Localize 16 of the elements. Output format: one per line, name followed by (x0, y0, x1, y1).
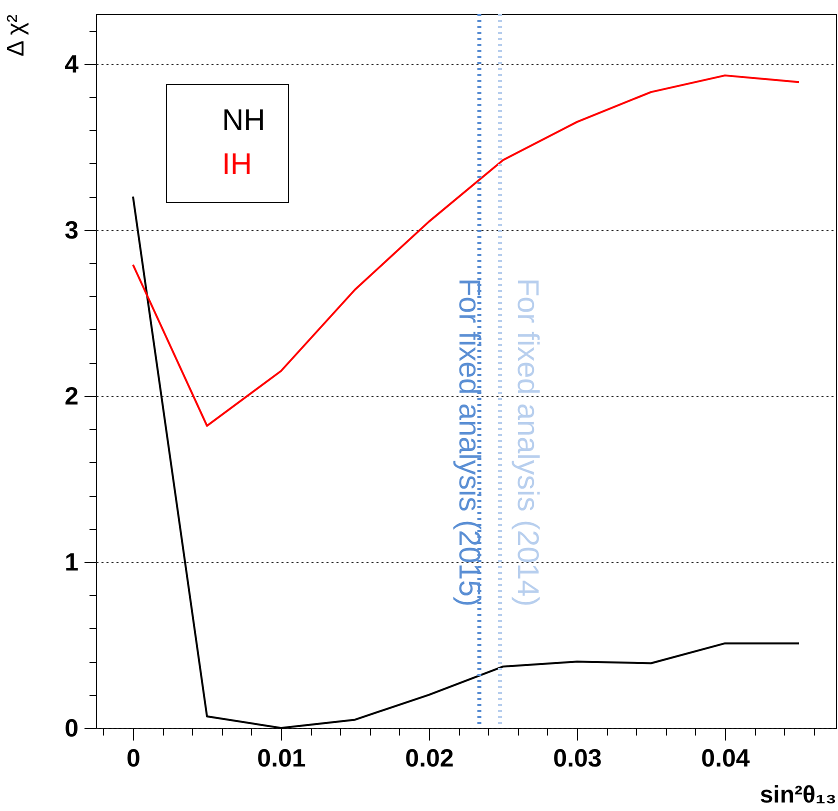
y-tick-label: 2 (64, 382, 78, 410)
y-tick-label: 1 (64, 548, 79, 576)
x-tick-label: 0.02 (405, 744, 454, 772)
y-axis-title: Δ χ² (2, 14, 30, 56)
text: IH (222, 148, 252, 181)
x-axis-title: sin²θ₁₃ (760, 782, 836, 808)
x-tick-label: 0.03 (553, 744, 602, 772)
ref-line-label: For fixed analysis (2014) (511, 278, 544, 607)
y-tick-label: 4 (64, 50, 79, 78)
x-tick-label: 0.04 (701, 744, 750, 772)
ref-line-label: For fixed analysis (2015) (452, 278, 486, 607)
text: NH (222, 104, 266, 137)
x-tick-label: 0.01 (257, 744, 306, 772)
y-tick-label: 3 (64, 216, 78, 244)
y-tick-label: 0 (64, 714, 78, 742)
x-tick-label: 0 (126, 744, 140, 772)
